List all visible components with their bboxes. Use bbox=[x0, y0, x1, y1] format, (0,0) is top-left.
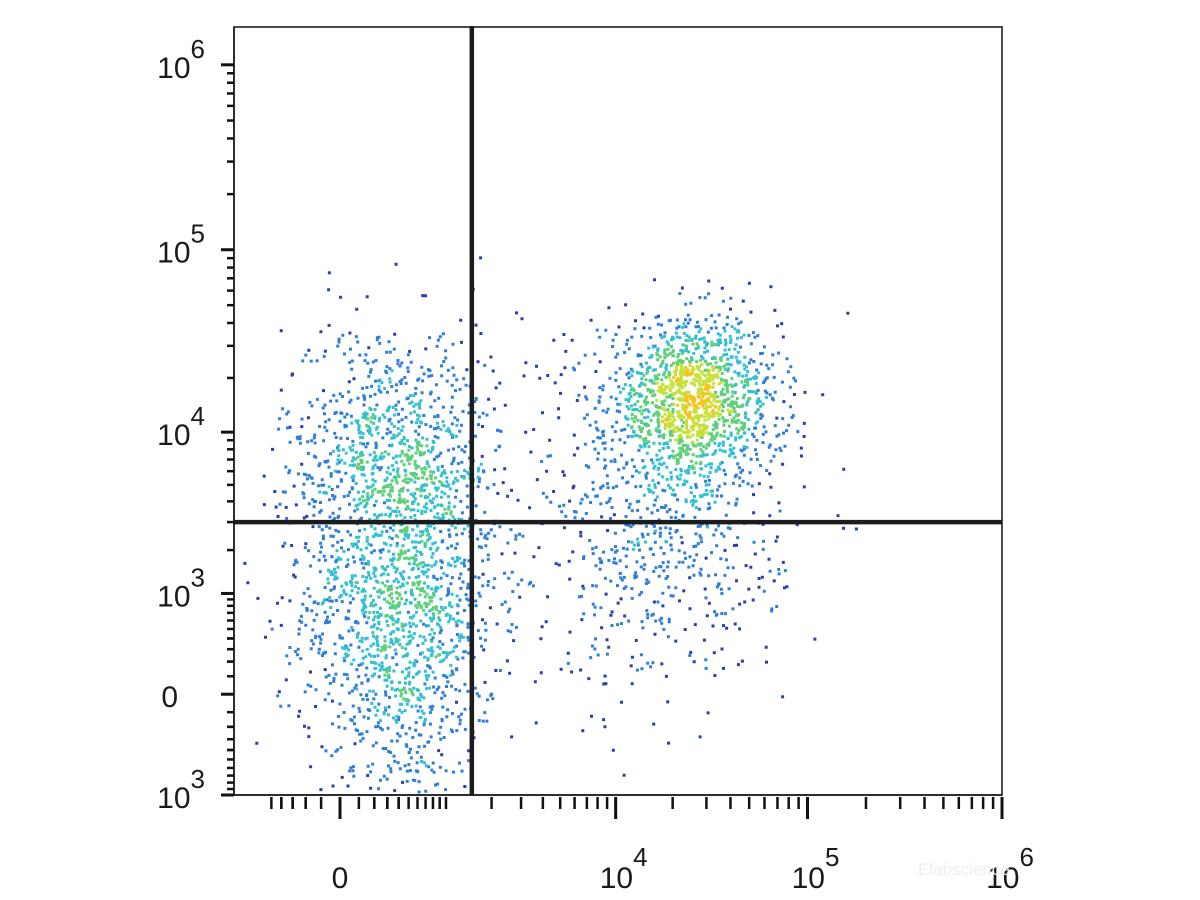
x-tick-label: 104 bbox=[600, 842, 648, 895]
y-tick-label: 0 bbox=[161, 681, 178, 714]
y-tick-label: 103 bbox=[157, 764, 205, 815]
x-tick-label: 105 bbox=[792, 842, 840, 895]
y-tick-label: 104 bbox=[157, 401, 205, 452]
watermark: Elabscience bbox=[918, 860, 1010, 879]
density-level-5 bbox=[655, 363, 734, 444]
y-tick-label: 106 bbox=[157, 34, 205, 85]
y-axis: 103 0 103 104 105 106 bbox=[157, 27, 235, 815]
density-level-6 bbox=[661, 363, 717, 426]
density-level-3 bbox=[318, 322, 769, 768]
x-axis: 0 104 105 106 bbox=[234, 794, 1034, 895]
density-level-4 bbox=[354, 339, 759, 702]
quadrant-gate bbox=[234, 26, 1002, 795]
event-dots bbox=[243, 256, 858, 794]
y-tick-label: 105 bbox=[157, 219, 205, 270]
x-tick-label: 0 bbox=[332, 862, 349, 895]
x-tick-label: 106 bbox=[986, 842, 1034, 895]
y-tick-label: 103 bbox=[157, 562, 205, 613]
